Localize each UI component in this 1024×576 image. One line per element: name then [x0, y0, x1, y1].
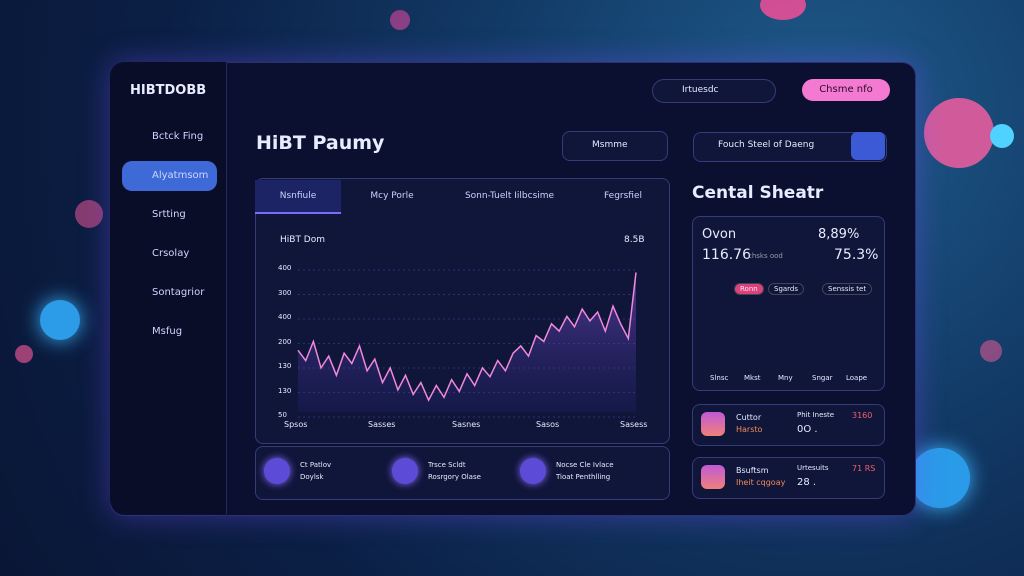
- right-search-text: Fouch Steel of Daeng: [718, 140, 815, 150]
- search-button[interactable]: [851, 132, 885, 160]
- stat-card: [692, 216, 885, 391]
- y-tick-label: 50: [278, 411, 287, 419]
- nav-item[interactable]: Srtting: [152, 209, 186, 220]
- x-tick-label: Sasos: [536, 420, 560, 429]
- x-tick-label: Spsos: [284, 420, 308, 429]
- right-title: Cental Sheatr: [692, 183, 824, 203]
- logo: HIBTDOBB: [130, 83, 207, 98]
- item-value: 0O .: [797, 424, 818, 435]
- card-title: Trsce Scldt: [428, 461, 466, 469]
- tab[interactable]: Nsnfiule: [255, 180, 341, 214]
- card-strip: [255, 446, 670, 500]
- nav-item[interactable]: Alyatmsom: [122, 161, 217, 191]
- x-tick-label: Mkst: [744, 374, 761, 382]
- item-sub: Harsto: [736, 425, 763, 434]
- tab[interactable]: Sonn-Tuelt Iilbcsime: [464, 191, 555, 201]
- bokeh: [990, 124, 1014, 148]
- bokeh: [75, 200, 103, 228]
- bokeh: [390, 10, 410, 30]
- main-title: HiBT Paumy: [256, 132, 385, 154]
- item-label: Urtesuits: [797, 464, 829, 472]
- card-icon: [392, 458, 418, 484]
- area: [298, 272, 636, 412]
- nav-item[interactable]: Msfug: [152, 326, 183, 337]
- item-amount: 3160: [852, 411, 873, 420]
- card-title: Ct Patlov: [300, 461, 332, 469]
- nav-item[interactable]: Sontagrior: [152, 287, 205, 298]
- x-tick-label: Mny: [778, 374, 793, 382]
- card-sub: Tioat Penthlling: [556, 473, 611, 481]
- search[interactable]: [652, 79, 776, 103]
- chart-title: HiBT Dom: [280, 235, 326, 245]
- y-tick-label: 400: [278, 313, 292, 321]
- y-tick-label: 300: [278, 288, 292, 297]
- item-title: Bsuftsm: [736, 466, 769, 475]
- card-icon: [264, 458, 290, 484]
- fab[interactable]: [910, 448, 970, 508]
- item-title: Cuttor: [736, 413, 762, 422]
- tab[interactable]: Fegrsfiel: [603, 191, 643, 201]
- bokeh: [980, 340, 1002, 362]
- tab[interactable]: Mcy Porle: [370, 191, 414, 201]
- x-tick-label: Loape: [846, 374, 868, 382]
- chip-text: Msmme: [592, 140, 628, 150]
- chip[interactable]: Senssis tet: [822, 283, 873, 295]
- item-sub: Iheit cqgoay: [736, 478, 786, 487]
- card-sub: Doylsk: [300, 473, 324, 481]
- x-tick-label: Sasess: [620, 420, 648, 429]
- stat-value: 116.76: [702, 247, 751, 263]
- stat-sub: chsks ood: [748, 252, 783, 260]
- nav-item[interactable]: Bctck Fing: [152, 131, 204, 142]
- stat-name: Ovon: [702, 227, 737, 242]
- y-tick-label: 200: [278, 337, 292, 346]
- fab[interactable]: [40, 300, 80, 340]
- item-icon: [701, 412, 725, 436]
- item-amount: 71 RS: [852, 464, 876, 473]
- sidebar: [110, 62, 227, 514]
- card-title: Nocse Cle Ivlace: [556, 461, 614, 469]
- x-tick-label: Sasses: [368, 420, 396, 429]
- line: [297, 272, 637, 402]
- stat-change: 75.3%: [834, 247, 879, 263]
- stat-pct: 8,89%: [818, 227, 860, 242]
- item-label: Phit Ineste: [797, 411, 835, 419]
- y-tick-label: 400: [278, 264, 292, 272]
- card-icon: [520, 458, 546, 484]
- y-tick-label: 130: [278, 386, 292, 395]
- chip[interactable]: [562, 131, 668, 161]
- bokeh: [15, 345, 33, 363]
- card-sub: Rosrgory Olase: [428, 473, 481, 481]
- chart-badge: 8.5B: [624, 235, 645, 245]
- bokeh: [924, 98, 994, 168]
- y-tick-label: 130: [278, 362, 292, 370]
- search-text: Irtuesdc: [682, 85, 719, 95]
- bokeh: [760, 0, 806, 20]
- chip[interactable]: Sgards: [768, 283, 805, 295]
- item-value: 28 .: [797, 477, 817, 488]
- item-icon: [701, 465, 725, 489]
- chip[interactable]: Ronn: [734, 283, 764, 295]
- x-tick-label: Sasnes: [452, 420, 481, 429]
- x-tick-label: Slnsc: [710, 374, 729, 382]
- header-button[interactable]: Chsme nfo: [802, 79, 890, 101]
- nav-item[interactable]: Crsolay: [152, 248, 190, 259]
- x-tick-label: Sngar: [812, 374, 833, 382]
